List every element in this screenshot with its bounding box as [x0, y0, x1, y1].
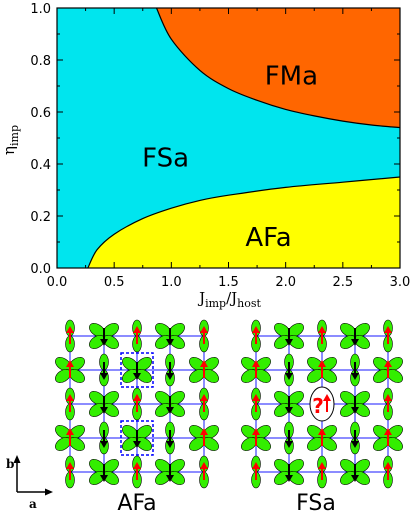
spin-down-head [133, 373, 141, 380]
region-label-fsa: FSa [142, 144, 189, 174]
spin-up-head [252, 462, 260, 469]
spin-up-head [133, 326, 141, 333]
spin-up-head [252, 326, 260, 333]
lattice-fsa: ? [241, 319, 403, 489]
spin-up-head [384, 360, 392, 367]
impurity-box [120, 420, 154, 456]
spin-down-head [285, 475, 293, 482]
spin-down-head [100, 407, 108, 414]
y-tick-label: 0.6 [30, 106, 51, 121]
frustrated-question-mark: ? [312, 394, 324, 418]
spin-up-head [384, 428, 392, 435]
y-tick-label: 0.0 [30, 262, 51, 277]
spin-up-head [252, 360, 260, 367]
x-tick-label: 2.0 [275, 275, 296, 290]
y-axis-ticks: 0.0 0.2 0.4 0.6 0.8 1.0 [30, 2, 400, 277]
x-tick-label: 1.0 [161, 275, 182, 290]
y-tick-label: 1.0 [30, 2, 51, 17]
spin-up-head [318, 360, 326, 367]
spin-down-head [166, 407, 174, 414]
spin-up-head [66, 360, 74, 367]
y-tick-label: 0.4 [30, 158, 51, 173]
spin-up-head [200, 428, 208, 435]
spin-down-head [285, 441, 293, 448]
x-tick-label: 0.5 [104, 275, 125, 290]
y-axis-label: ηimp [0, 125, 21, 155]
x-tick-label: 2.5 [332, 275, 353, 290]
spin-down-head [351, 441, 359, 448]
x-axis-label: Jimp/Jhost [197, 289, 261, 310]
spin-up-head [66, 326, 74, 333]
fsa-caption: FSa [296, 491, 336, 515]
y-tick-label: 0.8 [30, 54, 51, 69]
spin-down-head [100, 441, 108, 448]
spin-down-head [351, 407, 359, 414]
spin-up-head [318, 428, 326, 435]
lattice-axes: b a [6, 455, 53, 511]
spin-down-head [351, 373, 359, 380]
phase-diagram: 0.0 0.5 1.0 1.5 2.0 2.5 3.0 0.0 0.2 0.4 0.6 0.8 1.0… [0, 2, 410, 310]
plot-area [56, 7, 401, 269]
spin-up-head [318, 326, 326, 333]
x-tick-label: 1.5 [218, 275, 239, 290]
spin-down-head [100, 339, 108, 346]
spin-up-head [323, 394, 331, 401]
x-tick-label: 3.0 [390, 275, 411, 290]
lattice-illustrations: ? AFa FSa b a [6, 319, 403, 515]
region-label-afa: AFa [245, 223, 291, 253]
spin-down-head [285, 407, 293, 414]
spin-up-head [200, 360, 208, 367]
spin-up-head [200, 326, 208, 333]
spin-up-head [384, 326, 392, 333]
spin-up-head [200, 394, 208, 401]
region-label-fma: FMa [265, 62, 318, 92]
spin-down-head [285, 373, 293, 380]
afa-caption: AFa [117, 491, 156, 515]
spin-up-head [384, 462, 392, 469]
region-labels: FMa FSa AFa [142, 62, 318, 253]
spin-down-head [100, 373, 108, 380]
spin-down-head [166, 373, 174, 380]
spin-up-head [133, 462, 141, 469]
spin-down-head [166, 475, 174, 482]
spin-up-head [252, 394, 260, 401]
lattice-axis-a-label: a [29, 497, 37, 511]
spin-down-head [133, 441, 141, 448]
impurity-box [120, 352, 154, 388]
region-fma [156, 8, 400, 128]
lattice-afa [55, 319, 219, 489]
frustrated-site [309, 386, 335, 422]
y-tick-label: 0.2 [30, 210, 51, 225]
region-afa [87, 177, 400, 268]
spin-down-head [351, 339, 359, 346]
spin-up-head [252, 428, 260, 435]
x-tick-label: 0.0 [47, 275, 68, 290]
spin-up-head [384, 394, 392, 401]
x-axis-ticks: 0.0 0.5 1.0 1.5 2.0 2.5 3.0 [47, 8, 411, 290]
spin-up-head [66, 428, 74, 435]
boundary-fsa-fma [155, 8, 400, 129]
spin-down-head [285, 339, 293, 346]
spin-down-head [351, 475, 359, 482]
boundary-afa-fsa [87, 176, 400, 268]
spin-up-head [66, 462, 74, 469]
lattice-axis-b-label: b [6, 457, 14, 471]
spin-up-head [318, 462, 326, 469]
plot-regions [57, 8, 400, 268]
spin-up-head [133, 394, 141, 401]
spin-down-head [100, 475, 108, 482]
spin-down-head [166, 339, 174, 346]
spin-up-head [66, 394, 74, 401]
spin-down-head [166, 441, 174, 448]
spin-up-head [200, 462, 208, 469]
